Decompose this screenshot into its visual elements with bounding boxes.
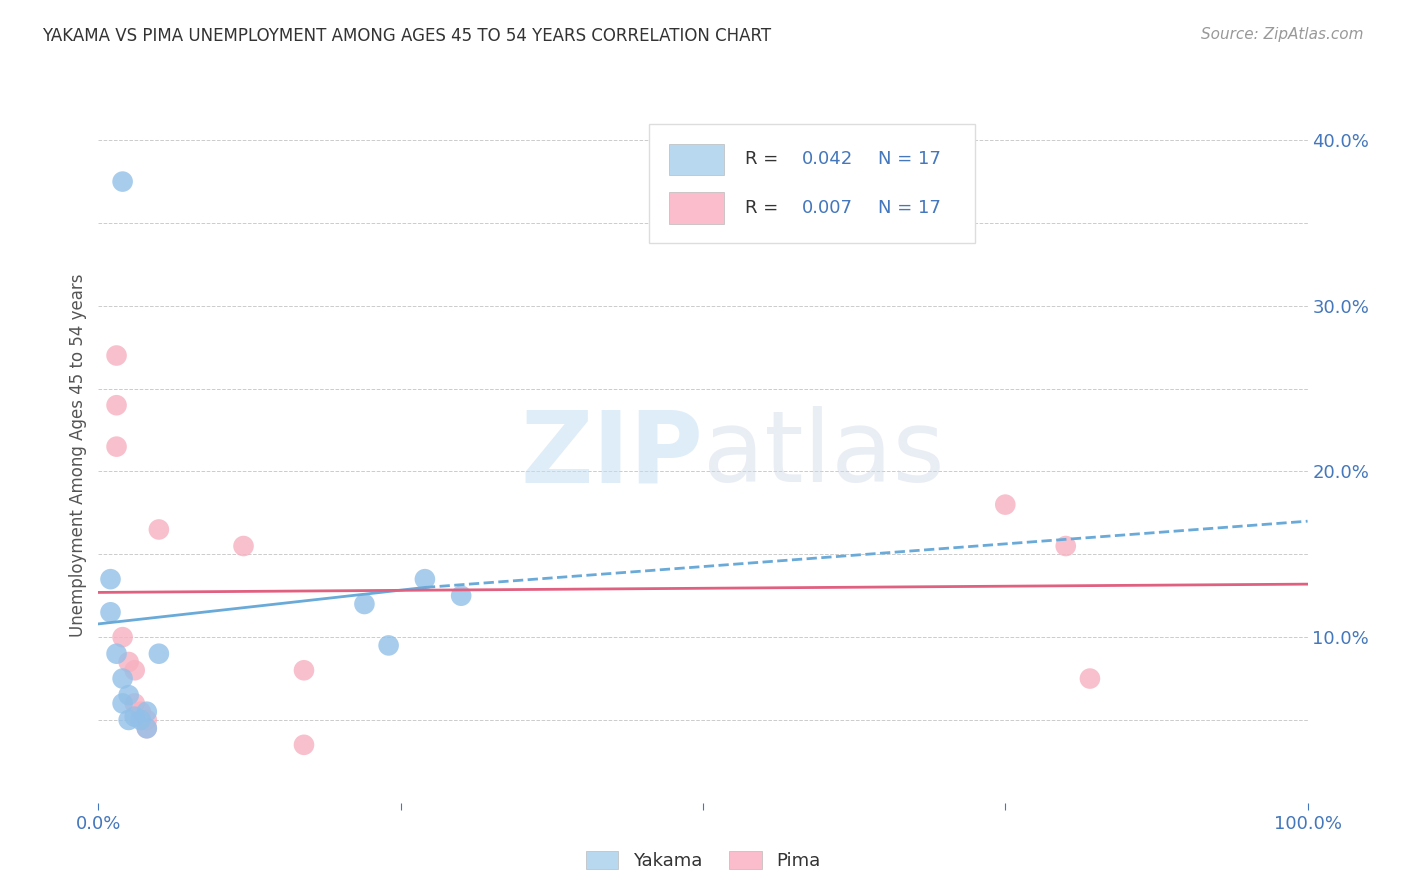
FancyBboxPatch shape — [648, 124, 976, 243]
Text: YAKAMA VS PIMA UNEMPLOYMENT AMONG AGES 45 TO 54 YEARS CORRELATION CHART: YAKAMA VS PIMA UNEMPLOYMENT AMONG AGES 4… — [42, 27, 772, 45]
Point — [129, 713, 152, 727]
Point — [1054, 539, 1077, 553]
Point — [105, 398, 128, 412]
Text: N = 17: N = 17 — [879, 150, 941, 169]
Point — [148, 647, 170, 661]
Point — [111, 630, 134, 644]
Point — [111, 672, 134, 686]
Point — [124, 663, 146, 677]
Point — [111, 697, 134, 711]
Text: N = 17: N = 17 — [879, 199, 941, 217]
Point — [148, 523, 170, 537]
Point — [135, 721, 157, 735]
Point — [124, 709, 146, 723]
Text: R =: R = — [745, 199, 785, 217]
Point — [100, 572, 122, 586]
Text: Source: ZipAtlas.com: Source: ZipAtlas.com — [1201, 27, 1364, 42]
Point — [124, 697, 146, 711]
Point — [232, 539, 254, 553]
Point — [105, 440, 128, 454]
Point — [135, 705, 157, 719]
Point — [994, 498, 1017, 512]
FancyBboxPatch shape — [669, 144, 724, 175]
Text: 0.042: 0.042 — [803, 150, 853, 169]
FancyBboxPatch shape — [669, 193, 724, 224]
Point — [118, 713, 141, 727]
Text: ZIP: ZIP — [520, 407, 703, 503]
Point — [377, 639, 399, 653]
Point — [135, 721, 157, 735]
Y-axis label: Unemployment Among Ages 45 to 54 years: Unemployment Among Ages 45 to 54 years — [69, 273, 87, 637]
Point — [118, 688, 141, 702]
Point — [105, 349, 128, 363]
Point — [292, 738, 315, 752]
Point — [135, 713, 157, 727]
Point — [292, 663, 315, 677]
Point — [118, 655, 141, 669]
Point — [111, 175, 134, 189]
Point — [129, 705, 152, 719]
Point — [450, 589, 472, 603]
Text: R =: R = — [745, 150, 785, 169]
Text: 0.007: 0.007 — [803, 199, 853, 217]
Point — [353, 597, 375, 611]
Point — [100, 605, 122, 619]
Point — [105, 647, 128, 661]
Legend: Yakama, Pima: Yakama, Pima — [578, 844, 828, 877]
Point — [413, 572, 436, 586]
Point — [1078, 672, 1101, 686]
Text: atlas: atlas — [703, 407, 945, 503]
